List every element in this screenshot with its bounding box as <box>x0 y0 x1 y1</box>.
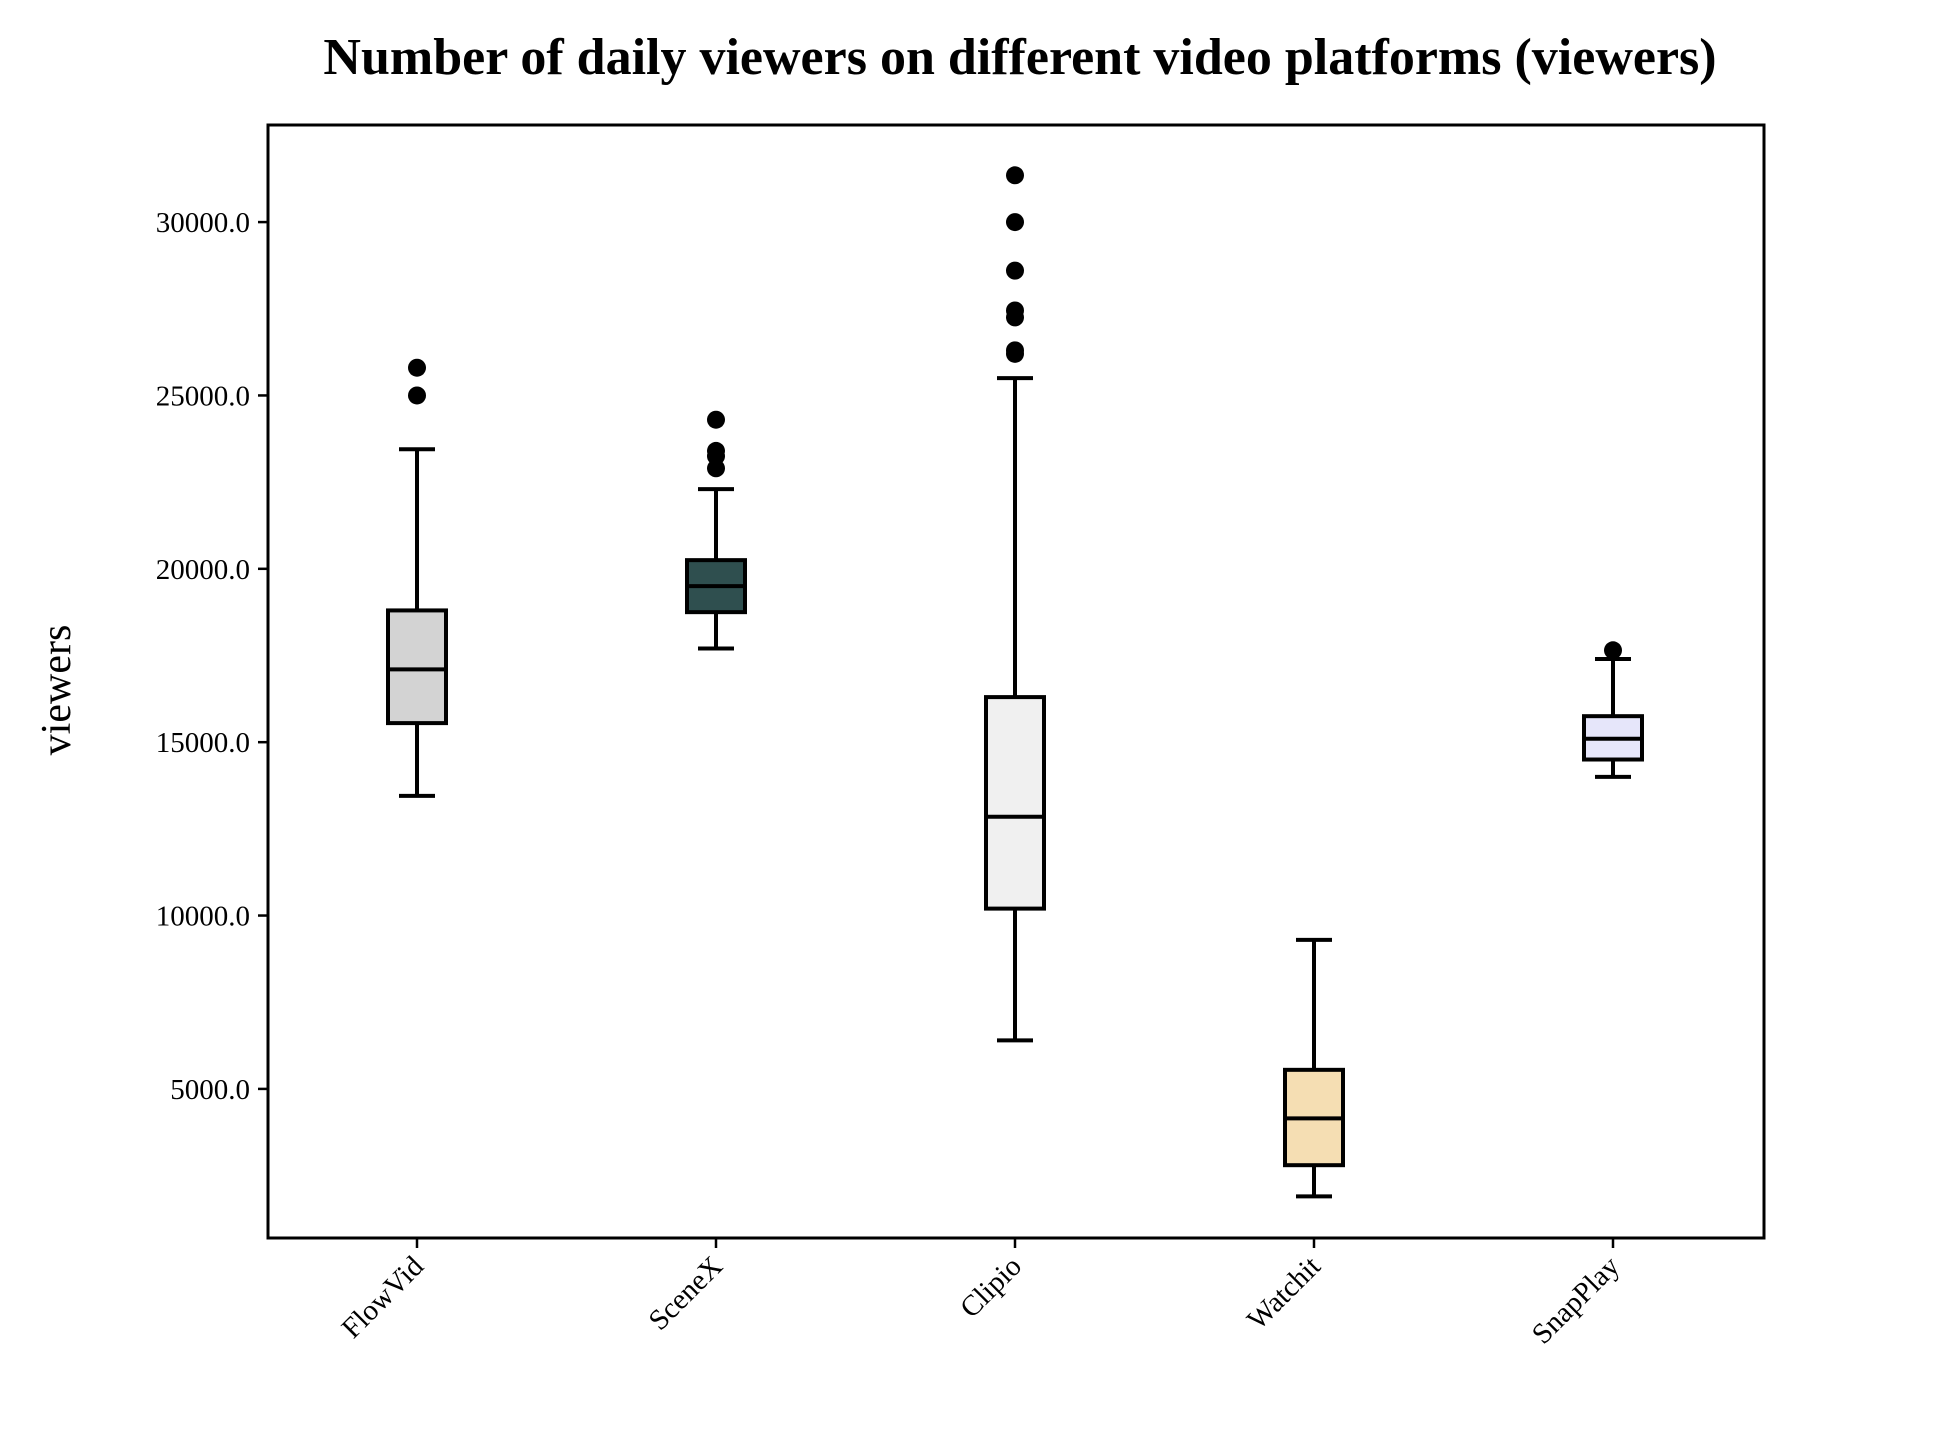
outlier-point-clipio <box>1006 341 1024 360</box>
outlier-point-snapplay <box>1604 641 1622 660</box>
y-tick-label: 15000.0 <box>156 727 250 759</box>
plot-area: 5000.0 10000.0 15000.0 20000.0 25000.0 30000.… <box>156 166 1644 1350</box>
plot-frame <box>266 123 1766 1240</box>
x-tick-label: SceneX <box>643 1250 729 1336</box>
x-tick-label: FlowVid <box>336 1250 431 1345</box>
outlier-point-flowvid <box>408 386 426 405</box>
y-tick-label: 30000.0 <box>156 207 250 239</box>
outlier-point-clipio <box>1006 166 1024 185</box>
outlier-point-clipio <box>1006 213 1024 232</box>
y-tick-label: 25000.0 <box>156 380 250 412</box>
x-tick-label: Clipio <box>954 1250 1028 1324</box>
chart-title: Number of daily viewers on different vid… <box>323 29 1716 86</box>
outlier-point-clipio <box>1006 301 1024 320</box>
x-tick-label: SnapPlay <box>1526 1250 1626 1350</box>
y-tick-label: 20000.0 <box>156 554 250 586</box>
outlier-point-flowvid <box>408 358 426 377</box>
outlier-point-scenex <box>707 441 725 460</box>
outlier-point-clipio <box>1006 261 1024 280</box>
y-axis-label: viewers <box>34 625 80 756</box>
outlier-point-scenex <box>707 410 725 429</box>
box-flowvid <box>386 608 448 726</box>
x-tick-label: Watchit <box>1241 1250 1327 1336</box>
box-clipio <box>984 695 1046 911</box>
y-tick-label: 10000.0 <box>156 901 250 933</box>
y-tick-label: 5000.0 <box>170 1074 250 1106</box>
